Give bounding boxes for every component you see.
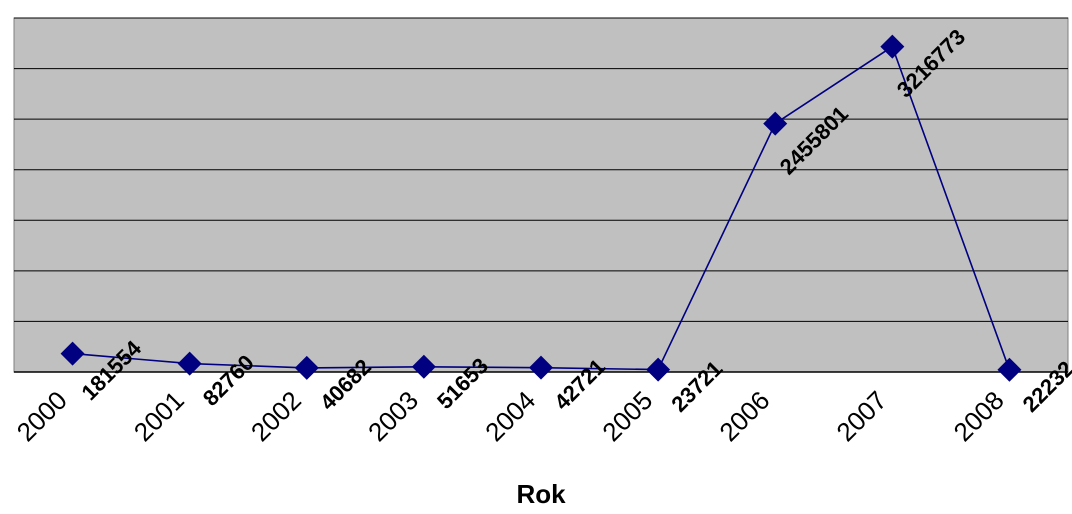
x-tick-label: 2004 (479, 385, 541, 447)
data-point-marker (529, 355, 553, 380)
data-point-marker (411, 354, 436, 379)
data-point-marker (880, 34, 905, 59)
x-tick-label: 2006 (713, 385, 775, 447)
x-tick-label: 2003 (362, 385, 424, 447)
data-point-marker (763, 111, 788, 136)
series-markers (60, 34, 1022, 382)
x-tick-label: 2001 (128, 385, 190, 447)
data-point-marker (60, 341, 85, 366)
x-tick-label: 2000 (11, 385, 73, 447)
plot-area (13, 17, 1069, 373)
data-point-marker (294, 355, 319, 380)
data-point-marker (997, 357, 1022, 382)
data-point-marker (177, 351, 202, 376)
x-tick-label: 2008 (948, 385, 1010, 447)
x-tick-label: 2002 (245, 385, 307, 447)
data-point-marker (646, 357, 671, 382)
x-tick-label: 2005 (596, 385, 658, 447)
x-tick-labels: 2000 2001 2002 2003 2004 2005 2006 2007 2008 (11, 385, 1010, 447)
x-axis-title: Rok (516, 479, 566, 509)
x-tick-label: 2007 (830, 385, 892, 447)
